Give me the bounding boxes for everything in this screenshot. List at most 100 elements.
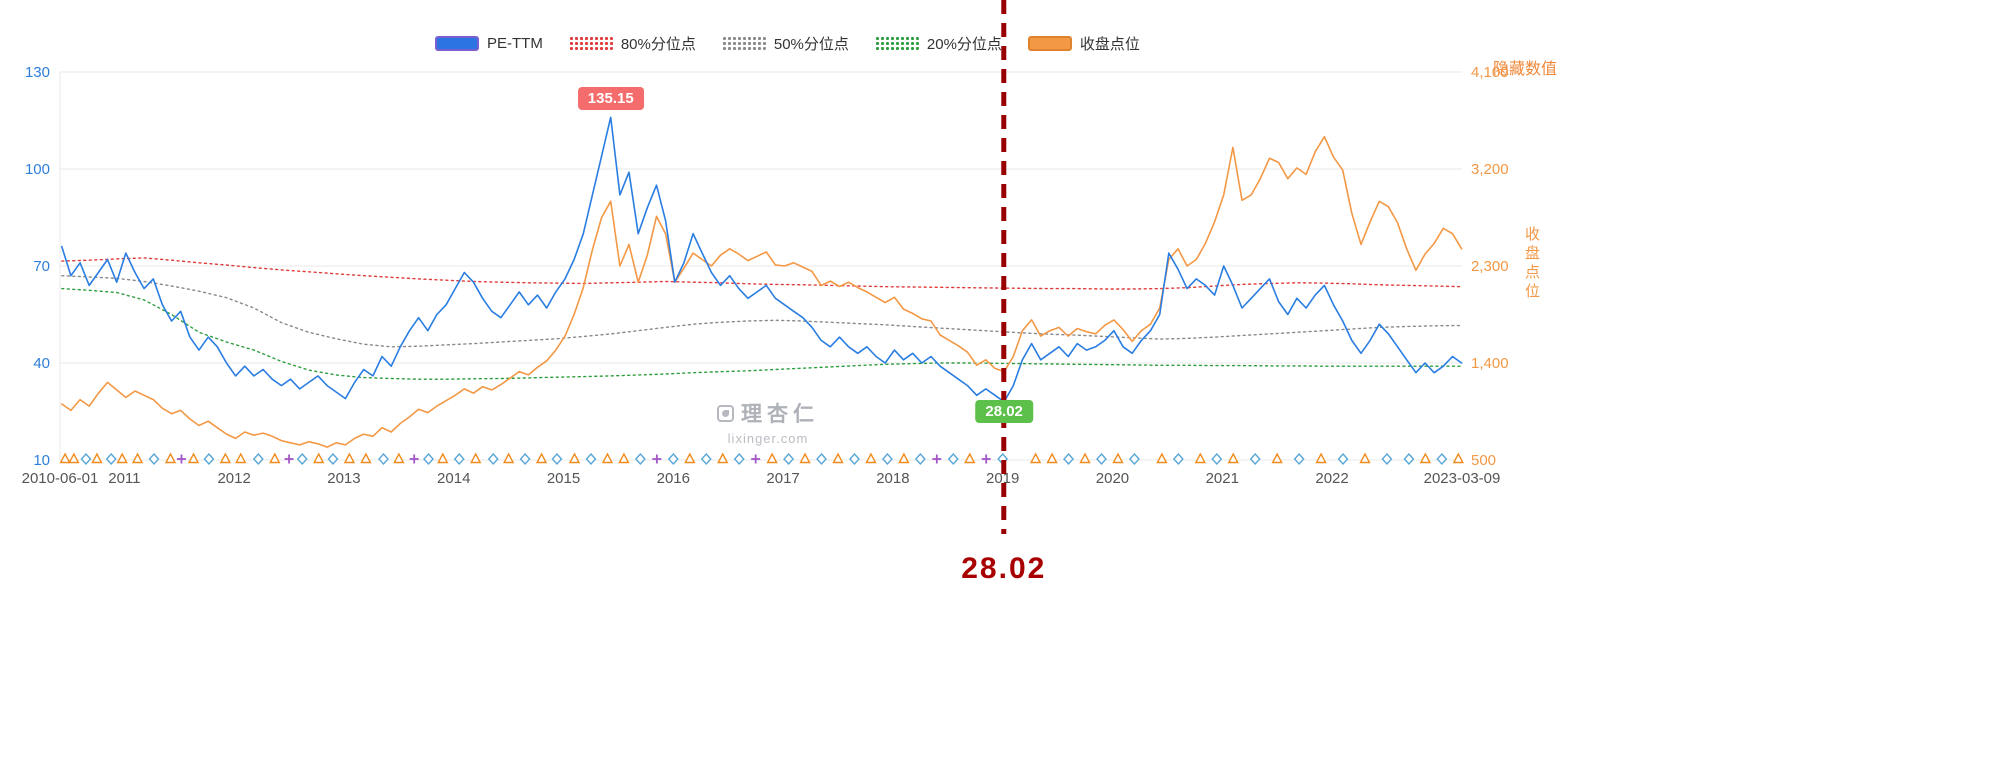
legend-item-close[interactable]: 收盘点位 bbox=[1027, 33, 1140, 54]
event-marker-diamond-icon[interactable] bbox=[105, 452, 117, 466]
event-marker-diamond-icon[interactable] bbox=[849, 452, 860, 466]
event-marker-diamond-icon[interactable] bbox=[1063, 452, 1075, 466]
event-marker-triangle-icon[interactable] bbox=[131, 452, 144, 464]
x-axis-tick: 2011 bbox=[108, 470, 140, 487]
watermark: 理杏仁 lixinger.com bbox=[688, 398, 848, 446]
event-marker-diamond-icon[interactable] bbox=[148, 452, 160, 466]
event-marker-triangle-icon[interactable] bbox=[865, 452, 877, 464]
event-marker-triangle-icon[interactable] bbox=[898, 452, 910, 464]
series-pe-ttm-line bbox=[60, 116, 1463, 403]
series-close-line bbox=[60, 135, 1463, 448]
x-axis-tick: 2015 bbox=[547, 470, 580, 487]
event-marker-triangle-icon[interactable] bbox=[618, 452, 630, 464]
event-marker-triangle-icon[interactable] bbox=[343, 452, 356, 464]
legend-label-pct-80: 80%分位点 bbox=[620, 36, 696, 53]
event-marker-triangle-icon[interactable] bbox=[68, 452, 80, 464]
event-marker-diamond-icon[interactable] bbox=[203, 452, 215, 466]
event-marker-diamond-icon[interactable] bbox=[519, 452, 531, 466]
legend-item-pct-80[interactable]: 80%分位点 bbox=[568, 33, 696, 54]
x-axis-tick: 2010-06-01 bbox=[22, 470, 99, 487]
event-marker-diamond-icon[interactable] bbox=[80, 452, 92, 466]
event-marker-diamond-icon[interactable] bbox=[1381, 452, 1393, 466]
event-marker-diamond-icon[interactable] bbox=[453, 452, 465, 466]
event-marker-diamond-icon[interactable] bbox=[914, 452, 926, 466]
legend-item-pct-50[interactable]: 50%分位点 bbox=[721, 33, 849, 54]
event-marker-triangle-icon[interactable] bbox=[437, 452, 449, 464]
event-marker-triangle-icon[interactable] bbox=[717, 452, 729, 464]
event-marker-diamond-icon[interactable] bbox=[327, 452, 339, 466]
event-marker-triangle-icon[interactable] bbox=[1029, 452, 1042, 464]
event-marker-diamond-icon[interactable] bbox=[296, 452, 308, 466]
event-marker-triangle-icon[interactable] bbox=[59, 452, 71, 464]
event-marker-diamond-icon[interactable] bbox=[378, 452, 389, 466]
event-marker-triangle-icon[interactable] bbox=[684, 452, 696, 464]
event-marker-diamond-icon[interactable] bbox=[1211, 452, 1223, 466]
event-marker-triangle-icon[interactable] bbox=[1315, 452, 1327, 464]
event-marker-triangle-icon[interactable] bbox=[313, 452, 325, 464]
event-marker-triangle-icon[interactable] bbox=[766, 452, 778, 464]
event-marker-triangle-icon[interactable] bbox=[1271, 452, 1283, 464]
event-marker-diamond-icon[interactable] bbox=[667, 452, 679, 466]
legend-label-pct-20: 20%分位点 bbox=[926, 36, 1002, 53]
event-marker-triangle-icon[interactable] bbox=[1359, 452, 1371, 464]
event-marker-diamond-icon[interactable] bbox=[1403, 452, 1415, 466]
event-marker-triangle-icon[interactable] bbox=[1419, 452, 1432, 464]
event-marker-diamond-icon[interactable] bbox=[634, 452, 646, 466]
event-marker-triangle-icon[interactable] bbox=[964, 452, 976, 464]
legend-item-pe-ttm[interactable]: PE-TTM bbox=[435, 35, 543, 52]
event-marker-diamond-icon[interactable] bbox=[1337, 452, 1349, 466]
event-marker-triangle-icon[interactable] bbox=[1112, 452, 1124, 464]
event-marker-diamond-icon[interactable] bbox=[1293, 452, 1305, 466]
event-marker-diamond-icon[interactable] bbox=[1436, 452, 1448, 466]
event-marker-triangle-icon[interactable] bbox=[116, 452, 128, 464]
event-marker-diamond-icon[interactable] bbox=[1096, 452, 1107, 466]
event-marker-diamond-icon[interactable] bbox=[816, 452, 827, 466]
event-marker-triangle-icon[interactable] bbox=[164, 452, 177, 464]
event-marker-triangle-icon[interactable] bbox=[535, 452, 548, 464]
event-marker-triangle-icon[interactable] bbox=[502, 452, 515, 464]
legend-item-pct-20[interactable]: 20%分位点 bbox=[874, 33, 1002, 54]
left-axis-tick: 130 bbox=[25, 64, 50, 81]
legend-swatch-pct-50 bbox=[721, 36, 766, 51]
event-marker-diamond-icon[interactable] bbox=[881, 452, 893, 466]
event-marker-diamond-icon[interactable] bbox=[423, 452, 434, 466]
event-marker-triangle-icon[interactable] bbox=[219, 452, 232, 464]
event-marker-diamond-icon[interactable] bbox=[700, 452, 712, 466]
event-marker-triangle-icon[interactable] bbox=[269, 452, 281, 464]
event-marker-triangle-icon[interactable] bbox=[393, 452, 405, 464]
event-marker-diamond-icon[interactable] bbox=[585, 452, 597, 466]
x-axis-tick: 2017 bbox=[766, 470, 799, 487]
event-marker-diamond-icon[interactable] bbox=[252, 452, 264, 466]
event-marker-triangle-icon[interactable] bbox=[470, 452, 482, 464]
event-marker-diamond-icon[interactable] bbox=[783, 452, 795, 466]
event-marker-triangle-icon[interactable] bbox=[235, 452, 247, 464]
event-marker-triangle-icon[interactable] bbox=[601, 452, 614, 464]
event-marker-triangle-icon[interactable] bbox=[799, 452, 811, 464]
right-axis-tick: 1,400 bbox=[1471, 355, 1509, 372]
x-axis-tick: 2018 bbox=[876, 470, 909, 487]
event-marker-triangle-icon[interactable] bbox=[1046, 452, 1058, 464]
event-marker-diamond-icon[interactable] bbox=[1172, 452, 1184, 466]
event-marker-triangle-icon[interactable] bbox=[360, 452, 372, 464]
event-marker-diamond-icon[interactable] bbox=[947, 452, 959, 466]
event-marker-triangle-icon[interactable] bbox=[1156, 452, 1168, 464]
event-marker-triangle-icon[interactable] bbox=[568, 452, 581, 464]
event-marker-triangle-icon[interactable] bbox=[1452, 452, 1464, 464]
event-marker-diamond-icon[interactable] bbox=[487, 452, 499, 466]
event-marker-diamond-icon[interactable] bbox=[1128, 452, 1140, 466]
max-value-badge: 135.15 bbox=[577, 87, 644, 111]
event-marker-triangle-icon[interactable] bbox=[1079, 452, 1091, 464]
event-marker-triangle-icon[interactable] bbox=[1227, 452, 1239, 464]
event-marker-triangle-icon[interactable] bbox=[187, 452, 200, 464]
min-value-badge: 28.02 bbox=[975, 399, 1033, 423]
event-marker-diamond-icon[interactable] bbox=[551, 452, 563, 466]
x-axis-tick: 2021 bbox=[1206, 470, 1239, 487]
event-marker-triangle-icon[interactable] bbox=[1194, 452, 1206, 464]
event-marker-triangle-icon[interactable] bbox=[832, 452, 844, 464]
event-marker-triangle-icon[interactable] bbox=[91, 452, 103, 464]
left-axis-tick: 70 bbox=[33, 258, 50, 275]
event-marker-diamond-icon[interactable] bbox=[733, 452, 745, 466]
event-marker-diamond-icon[interactable] bbox=[1249, 452, 1261, 466]
hide-values-button[interactable]: 隐藏数值 bbox=[1493, 61, 1558, 78]
